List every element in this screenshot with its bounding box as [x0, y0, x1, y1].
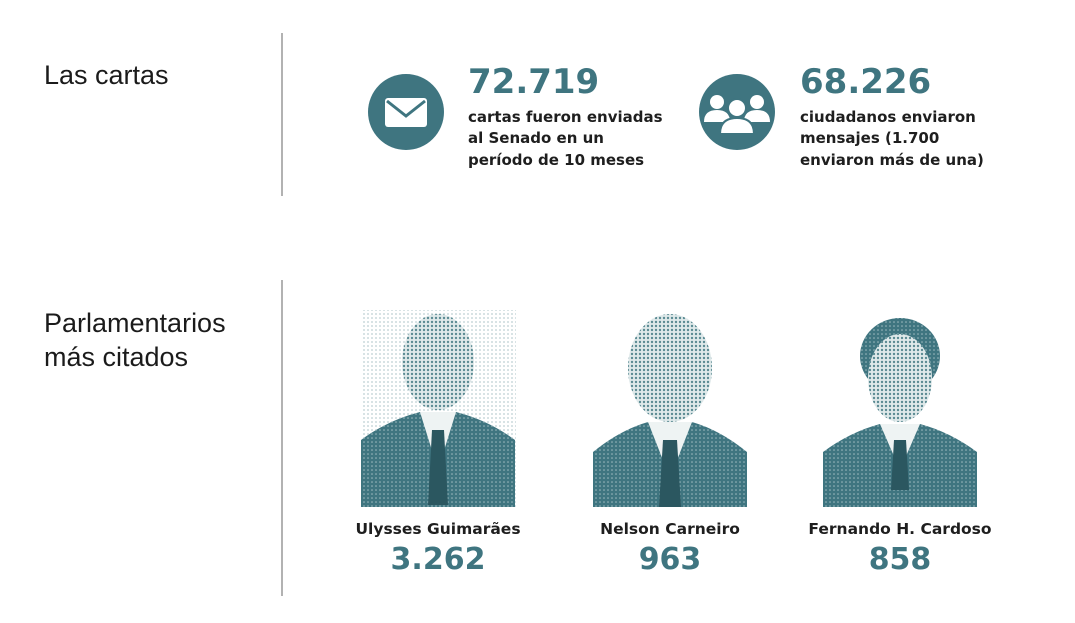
person-name: Ulysses Guimarães	[355, 520, 520, 538]
stat-text: al Senado en un	[468, 129, 604, 147]
person-count: 858	[869, 542, 932, 577]
person-count: 3.262	[391, 542, 486, 577]
stat-text: ciudadanos enviaron	[800, 108, 976, 126]
portrait	[593, 314, 747, 507]
mail-icon	[368, 74, 444, 150]
person-name: Fernando H. Cardoso	[808, 520, 991, 538]
person-count: 963	[639, 542, 702, 577]
people-icon	[699, 74, 775, 150]
stat-value: 72.719	[468, 62, 599, 102]
stat-text: mensajes (1.700	[800, 129, 939, 147]
person-name: Nelson Carneiro	[600, 520, 740, 538]
stat-text: enviaron más de una)	[800, 151, 984, 169]
stat-value: 68.226	[800, 62, 931, 102]
stat-text: período de 10 meses	[468, 151, 644, 169]
stat-text: cartas fueron enviadas	[468, 108, 663, 126]
portrait	[361, 310, 516, 507]
section-title: Parlamentarios	[44, 308, 226, 338]
portrait	[823, 318, 977, 507]
section-title: Las cartas	[44, 60, 169, 90]
section-title: más citados	[44, 342, 188, 372]
